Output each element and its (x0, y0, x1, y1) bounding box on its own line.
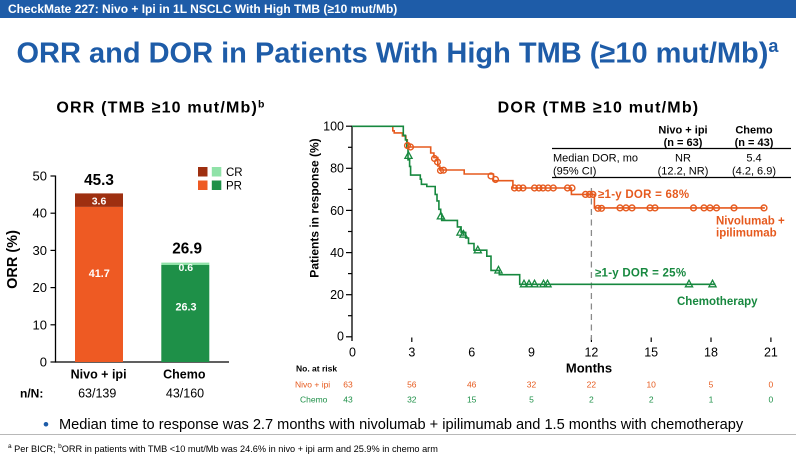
svg-text:DOR (TMB ≥10 mut/Mb): DOR (TMB ≥10 mut/Mb) (498, 99, 700, 116)
svg-text:46: 46 (467, 380, 477, 390)
svg-text:0: 0 (349, 346, 356, 360)
svg-text:(12.2, NR): (12.2, NR) (658, 166, 709, 178)
svg-text:15: 15 (644, 346, 658, 360)
svg-text:41.7: 41.7 (89, 268, 110, 280)
svg-text:20: 20 (33, 280, 47, 295)
svg-text:32: 32 (407, 395, 417, 405)
svg-text:No. at risk: No. at risk (296, 364, 337, 374)
svg-text:2: 2 (649, 395, 654, 405)
svg-text:(95% CI): (95% CI) (553, 166, 596, 178)
svg-text:Patients in response (%): Patients in response (%) (308, 138, 322, 277)
svg-text:Nivo + ipi: Nivo + ipi (71, 368, 127, 382)
svg-text:10: 10 (646, 380, 656, 390)
svg-text:6: 6 (468, 346, 475, 360)
svg-text:(4.2, 6.9): (4.2, 6.9) (732, 166, 776, 178)
svg-text:PR: PR (226, 181, 242, 193)
svg-text:ipilimumab: ipilimumab (716, 228, 777, 240)
svg-text:Months: Months (566, 361, 612, 376)
svg-text:80: 80 (330, 162, 344, 176)
svg-text:2: 2 (589, 395, 594, 405)
svg-text:Nivolumab +: Nivolumab + (716, 216, 785, 228)
svg-text:30: 30 (33, 243, 47, 258)
svg-text:(n = 63): (n = 63) (664, 137, 703, 149)
svg-text:45.3: 45.3 (84, 172, 114, 189)
svg-text:56: 56 (407, 380, 417, 390)
svg-text:0: 0 (40, 355, 47, 370)
svg-text:60: 60 (330, 204, 344, 218)
svg-text:≥1-y DOR = 25%: ≥1-y DOR = 25% (595, 267, 686, 279)
svg-text:CR: CR (226, 167, 243, 179)
svg-text:3: 3 (408, 346, 415, 360)
svg-text:5: 5 (529, 395, 534, 405)
svg-text:Chemo: Chemo (163, 368, 206, 382)
svg-text:(n = 43): (n = 43) (735, 137, 774, 149)
svg-text:50: 50 (33, 169, 47, 184)
svg-text:ORR (TMB ≥10 mut/Mb)b: ORR (TMB ≥10 mut/Mb)b (56, 98, 265, 116)
svg-text:10: 10 (33, 317, 47, 332)
svg-text:Nivo + ipi: Nivo + ipi (658, 125, 707, 137)
svg-text:63/139: 63/139 (78, 387, 116, 401)
svg-text:21: 21 (764, 346, 778, 360)
svg-text:26.9: 26.9 (172, 241, 202, 258)
svg-text:Chemo: Chemo (300, 395, 328, 405)
svg-text:18: 18 (704, 346, 718, 360)
svg-text:0: 0 (769, 395, 774, 405)
svg-text:12: 12 (584, 346, 598, 360)
svg-text:n/N:: n/N: (20, 387, 43, 401)
svg-text:26.3: 26.3 (175, 301, 196, 313)
svg-text:0.6: 0.6 (178, 262, 193, 274)
svg-text:1: 1 (709, 395, 714, 405)
svg-text:≥1-y DOR = 68%: ≥1-y DOR = 68% (598, 189, 689, 201)
svg-text:Chemotherapy: Chemotherapy (677, 296, 758, 308)
svg-text:63: 63 (343, 380, 353, 390)
svg-text:NR: NR (675, 153, 691, 165)
svg-text:9: 9 (528, 346, 535, 360)
svg-text:20: 20 (330, 288, 344, 302)
svg-text:3.6: 3.6 (92, 196, 107, 208)
svg-text:Nivo + ipi: Nivo + ipi (295, 380, 330, 390)
svg-text:22: 22 (587, 380, 597, 390)
svg-text:5: 5 (709, 380, 714, 390)
svg-text:32: 32 (527, 380, 537, 390)
svg-text:100: 100 (323, 120, 344, 134)
svg-text:43: 43 (343, 395, 353, 405)
svg-text:40: 40 (330, 246, 344, 260)
svg-text:40: 40 (33, 206, 47, 221)
svg-text:0: 0 (337, 330, 344, 344)
svg-text:Median DOR, mo: Median DOR, mo (553, 153, 638, 165)
svg-text:Chemo: Chemo (735, 125, 773, 137)
svg-text:43/160: 43/160 (166, 387, 204, 401)
svg-text:ORR (%): ORR (%) (5, 230, 21, 289)
svg-text:5.4: 5.4 (746, 153, 761, 165)
svg-text:0: 0 (769, 380, 774, 390)
svg-text:15: 15 (467, 395, 477, 405)
